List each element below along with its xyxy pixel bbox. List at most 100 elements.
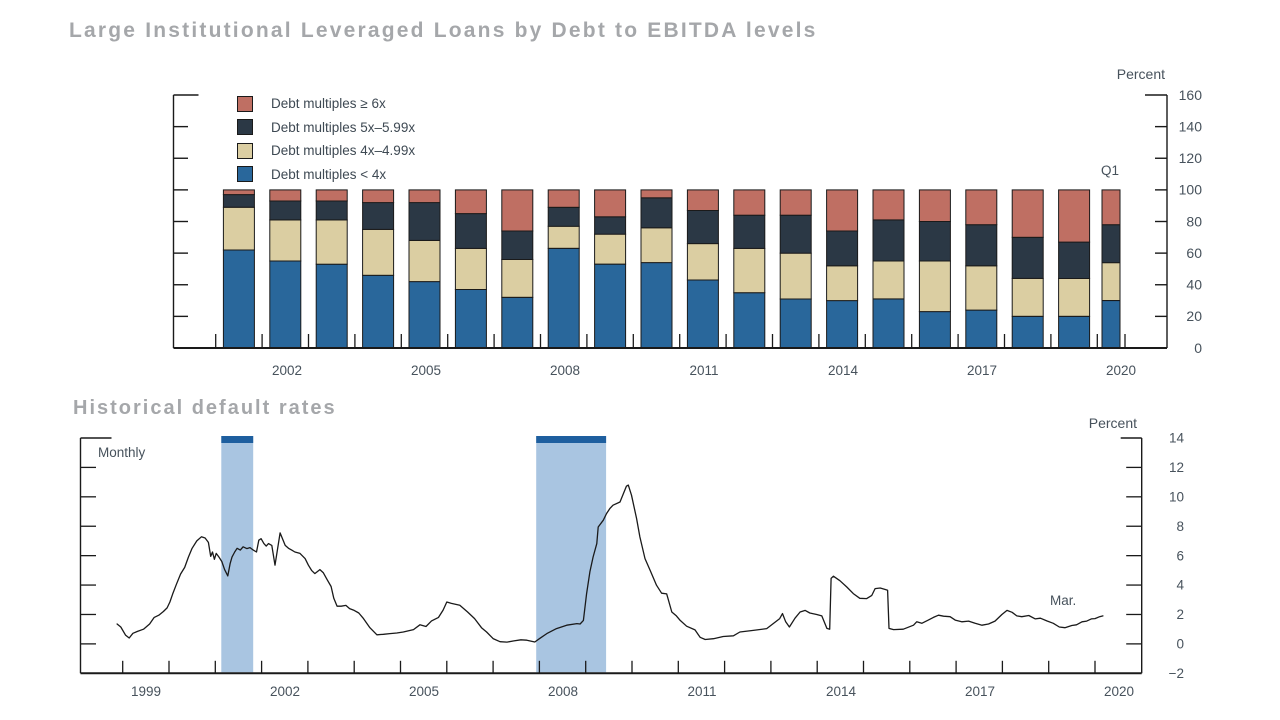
bar-segment [1058, 315, 1091, 349]
bar-segment [640, 262, 673, 349]
bar-segment [918, 260, 951, 313]
bar-segment [640, 227, 673, 264]
y-tick-label: −2 [1169, 666, 1184, 681]
bar-segment [918, 221, 951, 262]
recession-band [536, 436, 607, 673]
legend-item: Debt multiples 4x–4.99x [237, 139, 415, 163]
bar-segment [1101, 224, 1121, 264]
bar-segment [826, 189, 859, 232]
recession-band [221, 436, 254, 673]
x-axis-year-label: 2020 [1106, 363, 1136, 378]
x-axis-year-label: 2002 [270, 684, 300, 699]
bar-segment [594, 189, 627, 218]
y-tick-label: 14 [1169, 431, 1185, 446]
line-chart-unit-label: Percent [1088, 415, 1137, 431]
q1-annotation: Q1 [1100, 163, 1119, 178]
y-tick-label: 6 [1176, 548, 1184, 563]
bar-segment [362, 228, 395, 276]
bar-segment [965, 265, 998, 311]
bar-segment [733, 214, 766, 249]
recession-band-cap [536, 436, 607, 443]
y-tick-label: 160 [1179, 87, 1203, 103]
bar-chart-legend: Debt multiples ≥ 6x Debt multiples 5x–5.9… [237, 92, 415, 186]
bar-segment [918, 311, 951, 349]
bar-segment [362, 274, 395, 349]
legend-item: Debt multiples 5x–5.99x [237, 116, 415, 140]
bar-segment [269, 260, 302, 349]
bar-segment [686, 279, 719, 349]
x-axis-year-label: 2005 [411, 363, 441, 378]
bar-segment [222, 249, 255, 349]
bar-segment [733, 292, 766, 349]
bar-segment [315, 200, 348, 221]
x-axis-year-label: 2005 [409, 684, 439, 699]
line-chart-title: Historical default rates [73, 397, 337, 419]
bar-segment [1101, 300, 1121, 349]
bar-segment [1101, 189, 1121, 226]
x-axis-year-label: 2017 [965, 684, 995, 699]
y-tick-label: 4 [1176, 578, 1184, 593]
bar-segment [640, 197, 673, 229]
bar-segment [547, 189, 580, 208]
bar-segment [547, 206, 580, 227]
y-tick-label: 60 [1186, 245, 1202, 261]
bar-segment [872, 260, 905, 300]
bar-segment [640, 189, 673, 199]
bar-segment [1058, 277, 1091, 317]
legend-item: Debt multiples < 4x [237, 163, 415, 187]
bar-segment [686, 243, 719, 281]
bar-segment [826, 230, 859, 267]
y-tick-label: 0 [1176, 636, 1184, 651]
legend-swatch [237, 119, 253, 136]
bar-segment [501, 296, 534, 349]
y-tick-label: 100 [1179, 182, 1203, 198]
legend-label: Debt multiples 4x–4.99x [271, 143, 416, 159]
bar-segment [454, 247, 487, 290]
bar-segment [1011, 315, 1044, 349]
bar-segment [779, 189, 812, 216]
bar-segment [779, 214, 812, 254]
y-tick-label: 140 [1179, 118, 1203, 134]
bar-segment [686, 189, 719, 211]
bar-segment [269, 200, 302, 221]
bar-segment [594, 233, 627, 265]
legend-swatch [237, 142, 253, 159]
x-axis-year-label: 2011 [689, 363, 718, 378]
bar-segment [779, 298, 812, 349]
bar-segment [965, 224, 998, 267]
y-tick-label: 10 [1169, 489, 1184, 504]
x-axis-year-label: 2011 [687, 684, 716, 699]
bar-segment [872, 219, 905, 262]
recession-band-cap [221, 436, 254, 443]
bar-chart-title: Large Institutional Leveraged Loans by D… [69, 19, 818, 42]
bar-segment [1011, 236, 1044, 279]
y-tick-label: 2 [1176, 607, 1184, 622]
bar-segment [501, 230, 534, 260]
legend-swatch [237, 95, 253, 112]
bar-segment [501, 189, 534, 232]
bar-segment [547, 247, 580, 349]
bar-segment [315, 189, 348, 202]
bar-segment [1058, 241, 1091, 280]
bar-segment [965, 189, 998, 226]
legend-swatch [237, 166, 253, 183]
bar-segment [965, 309, 998, 349]
x-axis-year-label: 2017 [967, 363, 997, 378]
x-axis-year-label: 2020 [1104, 684, 1134, 699]
bar-segment [1101, 262, 1121, 302]
bar-segment [501, 258, 534, 298]
bar-segment [454, 189, 487, 215]
bar-segment [408, 240, 441, 283]
bar-segment [733, 247, 766, 294]
y-tick-label: 0 [1194, 340, 1202, 356]
bar-chart-unit-label: Percent [1116, 66, 1165, 82]
bar-segment [594, 216, 627, 235]
x-axis-year-label: 2002 [272, 363, 302, 378]
legend-label: Debt multiples 5x–5.99x [271, 119, 416, 135]
legend-label: Debt multiples ≥ 6x [271, 96, 386, 112]
bar-segment [826, 300, 859, 349]
legend-item: Debt multiples ≥ 6x [237, 92, 415, 116]
bar-segment [315, 263, 348, 349]
bar-segment [918, 189, 951, 222]
